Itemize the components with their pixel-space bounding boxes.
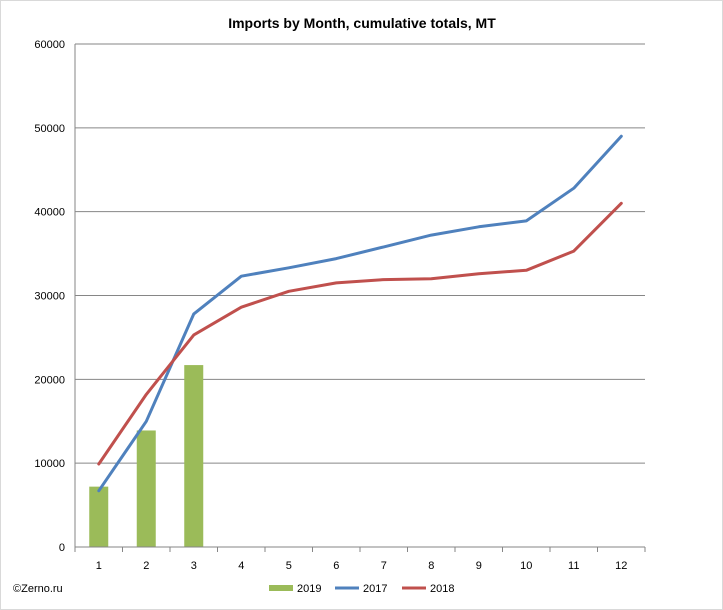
y-tick-label: 30000 [34,291,65,303]
legend-label-2019: 2019 [297,583,321,595]
x-tick-label: 11 [568,560,579,572]
y-tick-label: 20000 [34,374,65,386]
x-tick-label: 1 [96,560,102,572]
y-tick-label: 50000 [34,123,65,135]
x-tick-label: 5 [286,560,292,572]
x-tick-label: 10 [520,560,532,572]
chart-title: Imports by Month, cumulative totals, MT [228,15,496,31]
legend-label-2018: 2018 [430,583,454,595]
x-tick-label: 12 [615,560,627,572]
x-tick-label: 9 [476,560,482,572]
y-tick-label: 0 [59,542,65,554]
series-line-2017 [97,134,623,493]
x-tick-label: 3 [191,560,197,572]
bar-2019-3 [184,365,204,547]
legend-label-2017: 2017 [363,583,387,595]
x-tick-label: 2 [143,560,149,572]
legend: 2019 2017 2018 [269,583,454,595]
y-tick-label: 40000 [34,207,65,219]
bars-layer [89,365,204,547]
legend-swatch-2019 [269,585,293,591]
bar-2019-1 [89,486,109,547]
x-tick-label: 7 [381,560,387,572]
y-tick-label: 60000 [34,39,65,51]
x-tick-label: 6 [333,560,339,572]
bar-2019-2 [136,430,156,547]
x-tick-label: 8 [428,560,434,572]
credit-label: ©Zerno.ru [13,583,63,595]
y-tick-label: 10000 [34,458,65,470]
series-line-2018 [97,201,623,466]
x-tick-label: 4 [238,560,244,572]
lines-layer [97,134,623,493]
grid-layer [75,43,645,464]
